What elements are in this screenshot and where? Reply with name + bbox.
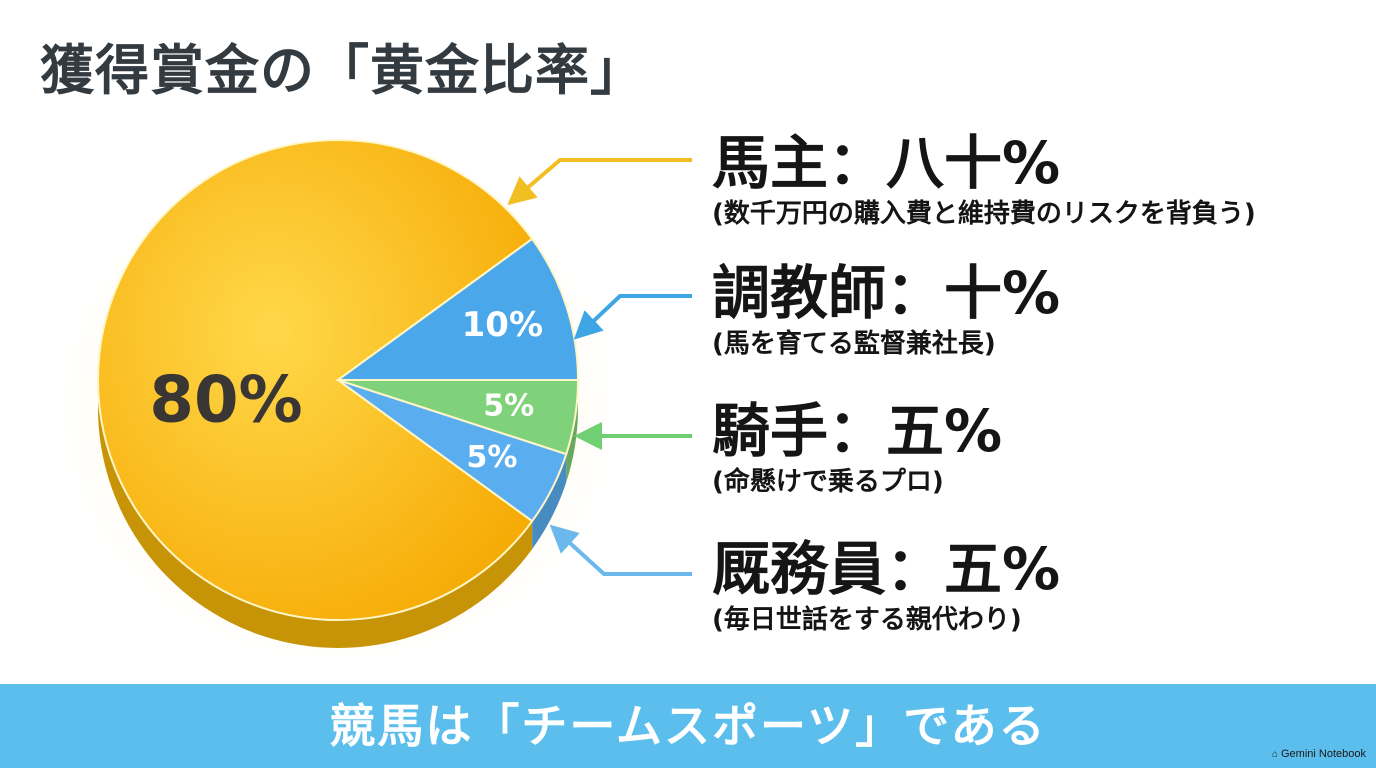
pie-slice-owner bbox=[96, 139, 534, 621]
legend-groom-subtitle: (毎日世話をする親代わり) bbox=[712, 605, 1022, 635]
legend-owner: 馬主：八十% (数千万円の購入費と維持費のリスクを背負う) bbox=[712, 134, 1256, 229]
footer-banner: 競馬は「チームスポーツ」である bbox=[0, 684, 1376, 768]
brand-label: Gemini Notebook bbox=[1281, 748, 1366, 760]
gemini-logo-icon: ⌂ bbox=[1271, 749, 1278, 760]
pie-slice-groom-label: 5% bbox=[466, 440, 517, 475]
pie-slice-jockey-side bbox=[566, 380, 578, 483]
legend-jockey-title: 騎手：五% bbox=[712, 397, 1003, 465]
legend-owner-title: 馬主：八十% bbox=[712, 129, 1061, 197]
legend-trainer-title: 調教師：十% bbox=[712, 259, 1061, 327]
pie-slice-owner-label: 80% bbox=[149, 364, 302, 438]
legend-trainer-subtitle: (馬を育てる監督兼社長) bbox=[712, 329, 996, 359]
legend-jockey-subtitle: (命懸けで乗るプロ) bbox=[712, 467, 944, 497]
pie-chart: 80% 10% 5% 5% bbox=[48, 139, 692, 660]
arrow-trainer bbox=[573, 294, 692, 340]
pie-slice-trainer bbox=[334, 237, 580, 381]
legend-owner-subtitle: (数千万円の購入費と維持費のリスクを背負う) bbox=[712, 199, 1256, 229]
legend-trainer: 調教師：十% (馬を育てる監督兼社長) bbox=[712, 264, 1060, 359]
legend-groom-title: 厩務員：五% bbox=[712, 535, 1061, 603]
arrow-groom bbox=[549, 524, 692, 576]
legend-jockey: 騎手：五% (命懸けで乗るプロ) bbox=[712, 402, 1002, 497]
pie-slice-trainer-label: 10% bbox=[462, 305, 543, 345]
arrow-owner bbox=[507, 158, 692, 206]
legend-groom: 厩務員：五% (毎日世話をする親代わり) bbox=[712, 540, 1060, 635]
brand-watermark: ⌂ Gemini Notebook bbox=[1272, 748, 1366, 760]
pie-slices bbox=[96, 139, 580, 621]
page-title: 獲得賞金の「黄金比率」 bbox=[40, 39, 645, 102]
pie-labels: 80% 10% 5% 5% bbox=[149, 305, 543, 475]
pie-slice-groom bbox=[337, 379, 568, 523]
pie-slice-jockey-label: 5% bbox=[483, 389, 534, 424]
